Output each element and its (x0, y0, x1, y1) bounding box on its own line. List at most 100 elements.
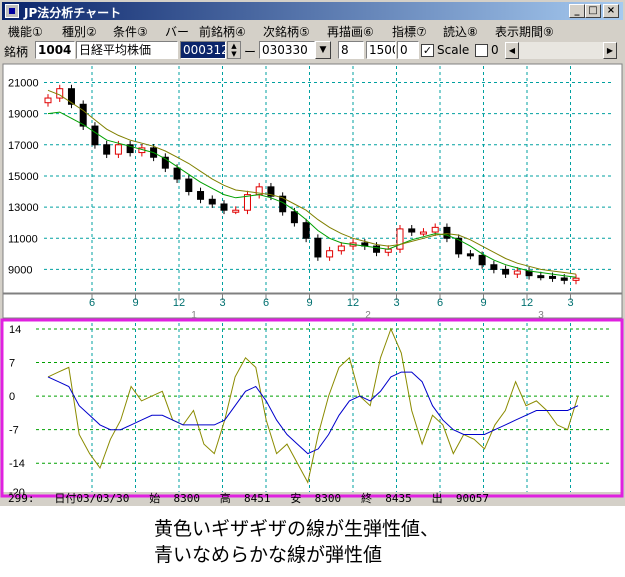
param3-field[interactable]: 0 (397, 41, 419, 59)
highlight-frame (0, 318, 624, 498)
status-bar: 299: 日付03/03/30 始 8300 高 8451 安 8300 終 8… (8, 492, 489, 505)
issue-label: 銘柄 (4, 45, 29, 59)
candle-body (396, 228, 404, 250)
zero-checkbox[interactable] (475, 44, 488, 57)
date-axis: 6 9 12 3 6 9 12 3 6 9 12 31 2 3 (89, 294, 574, 321)
price-y-tick-label: 15000 (8, 171, 39, 183)
candle-body (114, 144, 122, 155)
date-tick-label: 3 (393, 297, 399, 309)
price-grid (44, 66, 612, 291)
candle-body (502, 268, 510, 275)
issue-code-field[interactable]: 1004 (35, 41, 75, 59)
scale-checkbox[interactable]: ✓ (421, 44, 434, 57)
date-to-field[interactable]: 030330 (259, 41, 315, 59)
candle-body (290, 211, 298, 224)
menu-next-issue[interactable]: 次銘柄⑤ (263, 25, 310, 39)
window-title: JP法分析チャート (24, 6, 122, 20)
date-tick-label: 6 (89, 297, 95, 309)
candle-body (161, 156, 169, 169)
issue-name-field[interactable]: 日経平均株価 (76, 41, 178, 59)
menu-function[interactable]: 機能① (8, 25, 43, 39)
menu-display-period[interactable]: 表示期間⑨ (495, 25, 554, 39)
date-tick-label: 12 (347, 297, 359, 309)
param1-field[interactable]: 8 (338, 41, 364, 59)
menu-type[interactable]: 種別② (62, 25, 97, 39)
minimize-button[interactable]: _ (569, 4, 585, 18)
candle-body (91, 125, 99, 146)
date-to-dropdown[interactable]: ▼ (315, 41, 331, 59)
date-tick-label: 12 (521, 297, 533, 309)
candle-body (67, 88, 75, 105)
candle-body (478, 254, 486, 266)
date-from-field[interactable]: 000312 (180, 41, 226, 59)
candle-body (513, 270, 521, 275)
candle-body (314, 237, 322, 258)
scroll-right-button[interactable]: ▶ (603, 42, 617, 59)
scale-label: Scale (437, 43, 470, 57)
oscillator-y-tick-label: 7 (9, 358, 15, 370)
price-y-axis: 21000 19000 17000 15000 13000 11000 9000 (8, 77, 39, 276)
menu-load[interactable]: 読込⑧ (443, 25, 478, 39)
candle-body (373, 245, 381, 253)
raw-elasticity-line (47, 327, 579, 484)
param2-field[interactable]: 1500 (366, 41, 396, 59)
maximize-button[interactable]: □ (585, 4, 601, 18)
date-tick-label: 3 (219, 297, 225, 309)
year-marker-label: 2 (365, 310, 371, 321)
price-y-tick-label: 9000 (8, 264, 32, 276)
candle-body (549, 275, 557, 279)
candle-body (220, 203, 228, 211)
menu-indicator[interactable]: 指標⑦ (392, 25, 427, 39)
date-tick-label: 12 (173, 297, 185, 309)
candle-body (44, 97, 52, 104)
zero-label: 0 (491, 43, 499, 57)
scroll-track[interactable] (519, 42, 603, 59)
menu-redraw[interactable]: 再描画⑥ (327, 25, 374, 39)
price-chart-panel (2, 63, 623, 294)
candle-body (126, 144, 134, 154)
price-y-tick-label: 17000 (8, 140, 39, 152)
app-icon (5, 4, 19, 18)
menu-condition[interactable]: 条件③ (113, 25, 148, 39)
scroll-left-button[interactable]: ◀ (505, 42, 519, 59)
date-tick-label: 3 (567, 297, 573, 309)
date-tick-label: 6 (263, 297, 269, 309)
candle-body (419, 231, 427, 235)
candle-body (197, 191, 205, 200)
candle-body (443, 226, 451, 239)
toolbar: 銘柄 1004 日経平均株価 000312 ▲ ▼ ー 030330 ▼ 8 15… (2, 40, 623, 62)
candle-body (208, 198, 216, 205)
candle-body (232, 209, 240, 213)
candle-body (267, 186, 275, 197)
moving-average-long-line (47, 89, 577, 275)
candle-body (103, 144, 111, 155)
price-marks (44, 84, 580, 285)
elasticity-line (47, 371, 579, 455)
menu-bar-type[interactable]: バー (165, 25, 190, 39)
candle-body (408, 228, 416, 233)
close-button[interactable]: × (603, 4, 619, 18)
year-marker-label: 3 (538, 310, 544, 321)
oscillator-y-tick-label: 14 (9, 324, 21, 336)
title-bar: JP法分析チャート _ □ × (2, 2, 623, 20)
candle-body (79, 103, 87, 127)
caption-line-1: 黄色いギザギザの線が生弾性値、 (154, 518, 440, 540)
candle-body (572, 277, 580, 281)
price-y-tick-label: 11000 (8, 233, 38, 245)
date-tick-label: 9 (132, 297, 138, 309)
year-marker-label: 1 (191, 310, 197, 321)
caption-line-2: 青いなめらかな線が弾性値 (154, 544, 383, 566)
date-from-spinner[interactable]: ▲ ▼ (227, 41, 241, 59)
candle-body (173, 167, 181, 180)
menu-prev-issue[interactable]: 前銘柄④ (199, 25, 246, 39)
candle-body (326, 250, 334, 258)
oscillator-y-tick-label: -14 (9, 458, 25, 470)
moving-average-short-line (47, 111, 577, 278)
date-tick-label: 9 (480, 297, 486, 309)
date-separator: ー (244, 45, 257, 59)
date-tick-label: 6 (437, 297, 443, 309)
menu-bar: 機能① 種別② 条件③ バー 前銘柄④ 次銘柄⑤ 再描画⑥ 指標⑦ 読込⑧ 表示… (2, 21, 623, 40)
price-y-tick-label: 13000 (8, 202, 39, 214)
candle-body (560, 277, 568, 281)
